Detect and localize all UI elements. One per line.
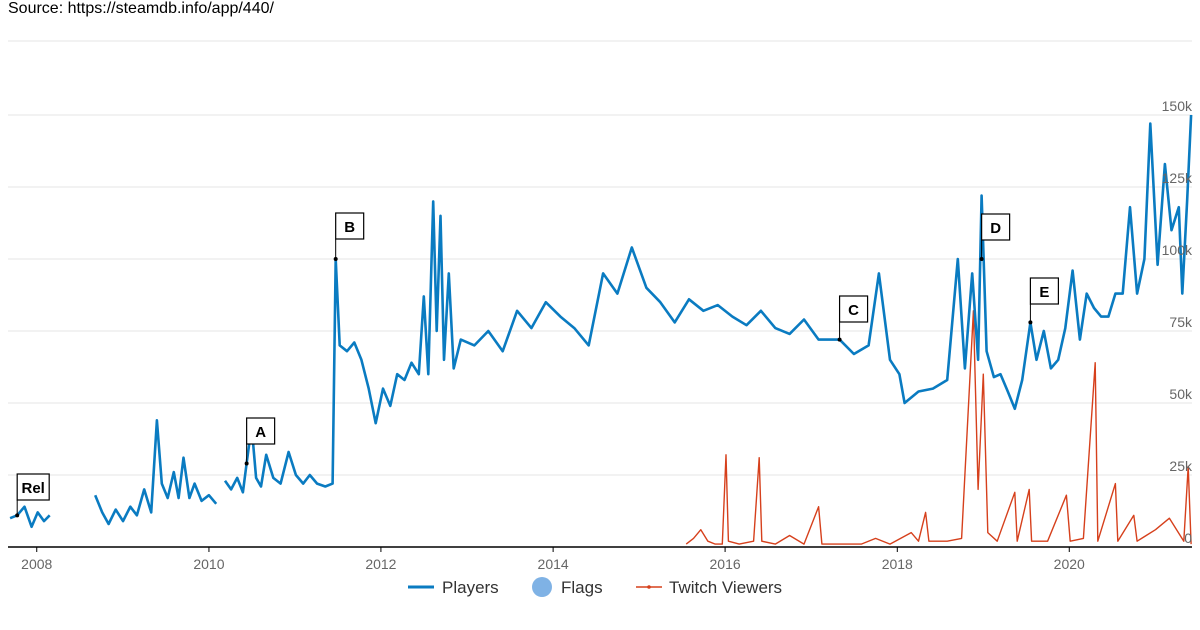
- y-tick-label: 0: [1184, 530, 1192, 546]
- y-tick-label: 25k: [1169, 458, 1193, 474]
- y-tick-label: 75k: [1169, 314, 1193, 330]
- legend[interactable]: Players Flags Twitch Viewers: [408, 577, 782, 597]
- x-tick-label: 2008: [21, 556, 52, 572]
- flag-label: A: [255, 424, 266, 441]
- players-line: [9, 114, 1193, 529]
- legend-swatch: [532, 577, 552, 597]
- legend-item-players[interactable]: Players: [408, 578, 499, 597]
- legend-label: Flags: [561, 578, 603, 597]
- flag-point: [837, 337, 842, 342]
- grid-lines: [8, 40, 1192, 476]
- flag-label: C: [848, 302, 859, 319]
- flag-label: B: [344, 219, 355, 236]
- players-series: [9, 114, 1193, 529]
- legend-marker: [647, 585, 651, 589]
- x-tick-label: 2020: [1054, 556, 1085, 572]
- twitch-viewers-line: [685, 310, 1192, 545]
- x-tick-label: 2010: [193, 556, 224, 572]
- flag-point: [1028, 320, 1033, 325]
- flag-c[interactable]: C: [837, 295, 869, 342]
- flag-point: [979, 257, 984, 261]
- flag-rel[interactable]: Rel: [15, 473, 50, 518]
- flag-b[interactable]: B: [333, 212, 365, 261]
- flag-label: E: [1039, 284, 1049, 301]
- x-tick-label: 2014: [538, 556, 569, 572]
- flag-markers: Rel A B C D E: [15, 212, 1059, 518]
- y-tick-label: 125k: [1162, 170, 1193, 186]
- flag-label: Rel: [22, 480, 45, 497]
- flag-box: [16, 473, 50, 501]
- flag-box: [981, 213, 1011, 241]
- flag-box: [335, 212, 365, 240]
- legend-label: Players: [442, 578, 499, 597]
- flag-point: [333, 257, 338, 261]
- y-tick-label: 100k: [1162, 242, 1193, 258]
- flag-a[interactable]: A: [244, 417, 276, 466]
- source-caption: Source: https://steamdb.info/app/440/: [8, 0, 274, 17]
- flag-point: [15, 513, 20, 518]
- flag-label: D: [990, 220, 1001, 237]
- flag-box: [1029, 277, 1059, 305]
- legend-item-twitch-viewers[interactable]: Twitch Viewers: [636, 578, 782, 597]
- twitch-series: [685, 310, 1192, 545]
- flag-box: [246, 417, 276, 445]
- x-tick-label: 2018: [882, 556, 913, 572]
- flag-point: [244, 461, 249, 466]
- flag-e[interactable]: E: [1028, 277, 1059, 325]
- flag-d[interactable]: D: [979, 213, 1011, 261]
- legend-item-flags[interactable]: Flags: [532, 577, 603, 597]
- x-tick-label: 2012: [365, 556, 396, 572]
- flag-box: [838, 295, 869, 323]
- axes: 0 25k 50k 75k 100k 125k 150k 2008 2010 2012 2014 20…: [8, 98, 1193, 572]
- y-tick-label: 150k: [1162, 98, 1193, 114]
- y-tick-label: 50k: [1169, 386, 1193, 402]
- legend-label: Twitch Viewers: [669, 578, 782, 597]
- x-tick-label: 2016: [710, 556, 741, 572]
